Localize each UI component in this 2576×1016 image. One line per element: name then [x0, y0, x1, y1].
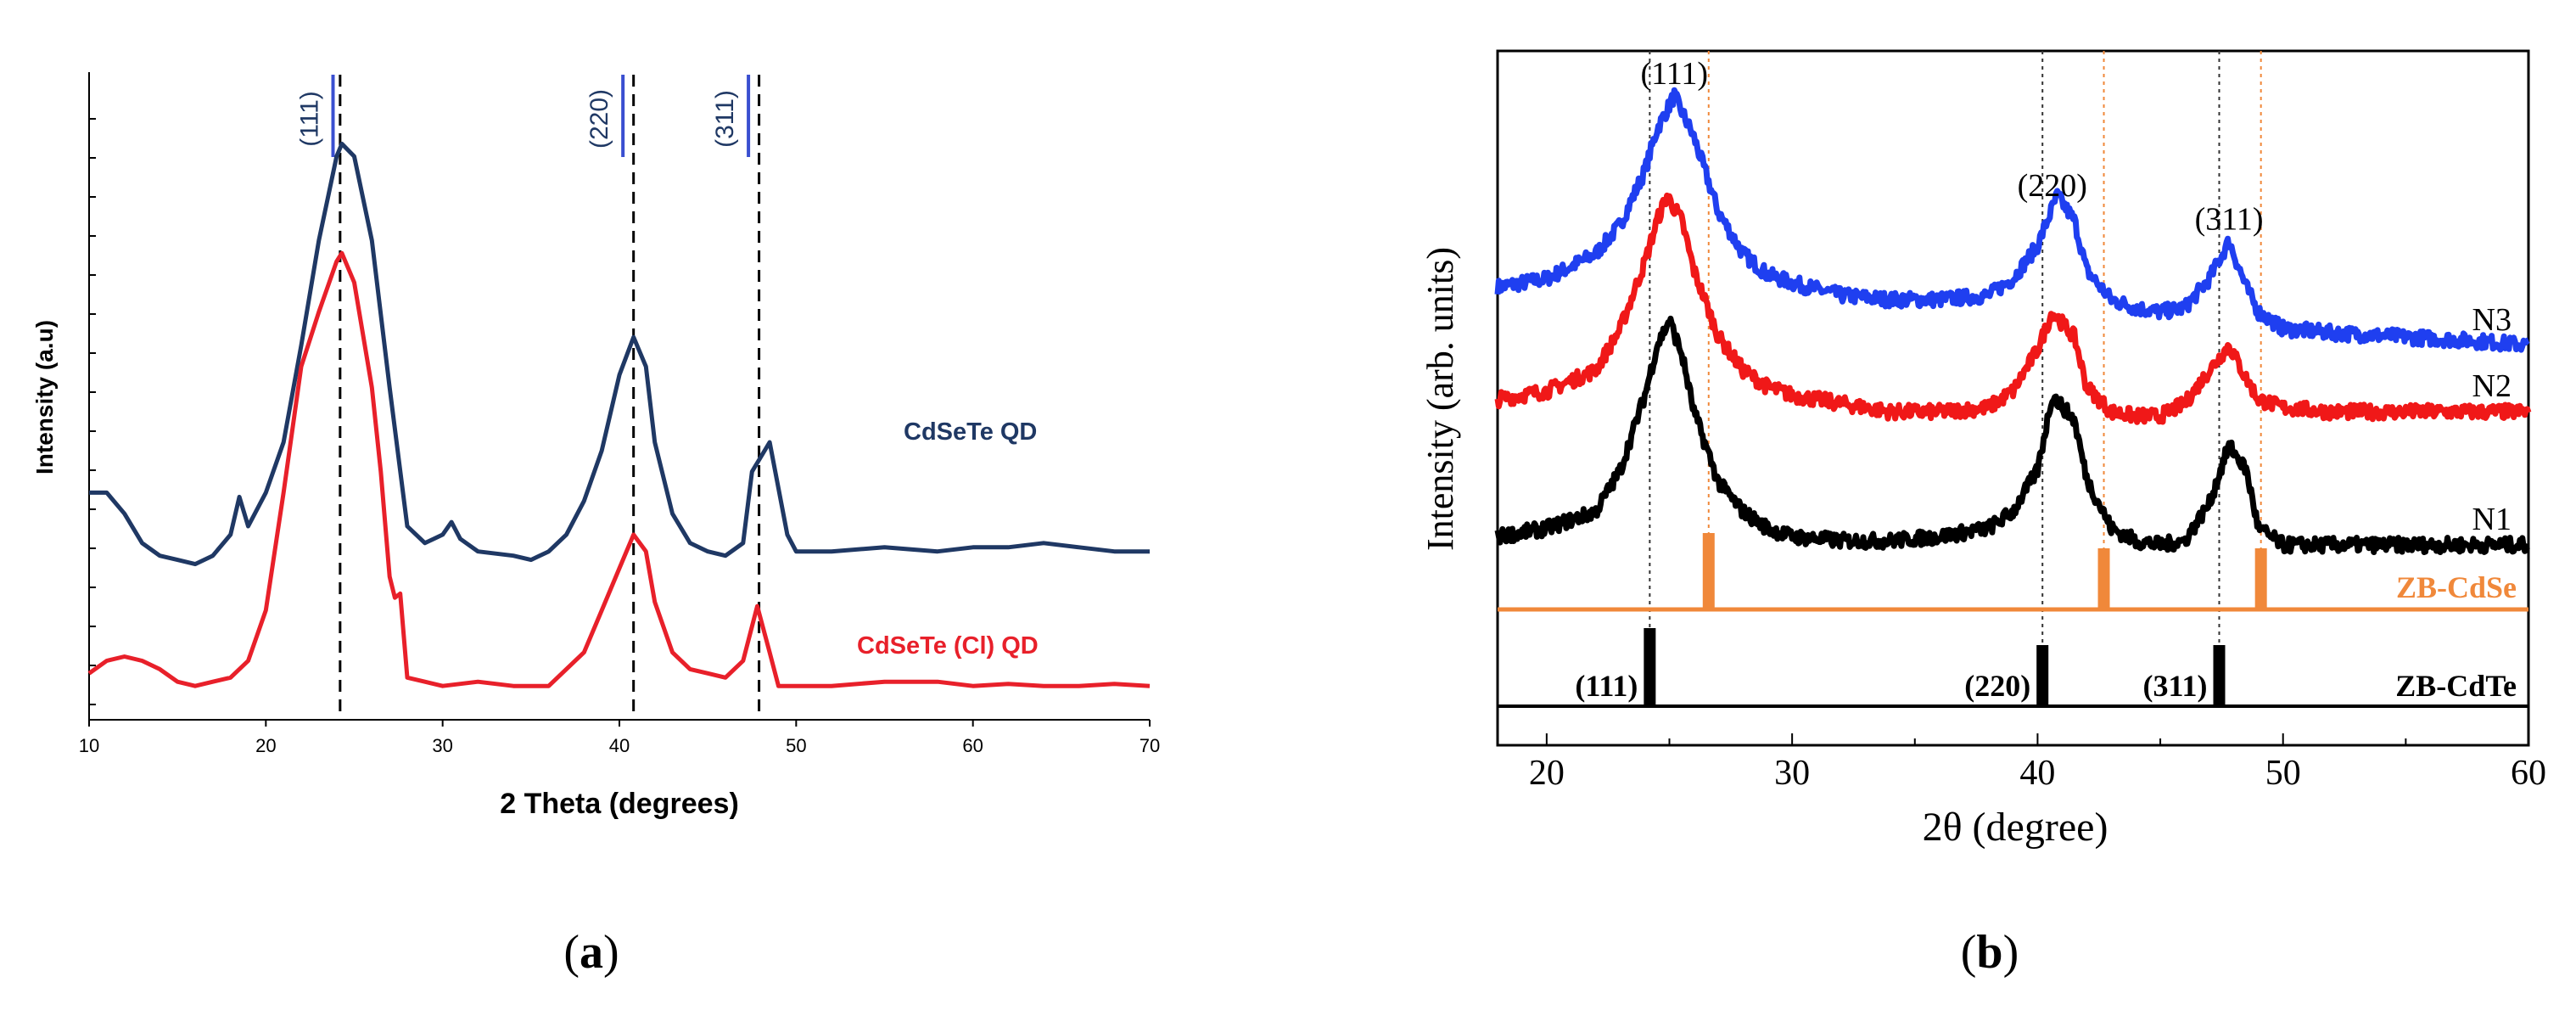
panel-b-zb-cdte-label-111: (111)	[1575, 669, 1638, 703]
panel-a-x-ticks: 10 20 30 40 50 60 70	[79, 720, 1160, 756]
panel-b-zb-cdte-label-311: (311)	[2143, 669, 2208, 703]
panel-a-y-axis-label: Intensity (a.u)	[31, 320, 58, 474]
panel-b-zb-cdte-label: ZB-CdTe	[2395, 669, 2517, 703]
panel-b-zb-cdse-bar-2	[2097, 548, 2110, 609]
panel-b-zb-cdse-bar-1	[1702, 533, 1715, 609]
panel-b-peak-label-311: (311)	[2195, 201, 2264, 237]
panel-b-caption-letter: b	[1976, 926, 2002, 979]
panel-b-zb-cdse-label: ZB-CdSe	[2396, 570, 2517, 604]
panel-b-peak-labels: (111) (220) (311)	[1641, 56, 2264, 237]
panel-b-zb-cdse-bar-3	[2254, 548, 2267, 609]
panel-b-x-tick-label-50: 50	[2265, 754, 2301, 793]
panel-a-reflection-label-220: (220)	[585, 89, 613, 149]
panel-b-zb-cdte-bar-2	[2036, 645, 2049, 706]
panel-b-x-tick-label-30: 30	[1774, 754, 1810, 793]
panel-a-x-tick-label-60: 60	[962, 735, 983, 756]
panel-b-peak-label-111: (111)	[1641, 56, 1709, 92]
panel-a-x-tick-label-70: 70	[1140, 735, 1160, 756]
panel-a-reflection-label-111: (111)	[296, 91, 324, 147]
panel-b-x-tick-label-20: 20	[1529, 754, 1565, 793]
panel-b: 20 30 40 50 60 ZB-CdSe (111) (220) (311) ZB-CdTe…	[1420, 49, 2546, 979]
panel-b-x-axis-label: 2θ (degree)	[1923, 805, 2108, 850]
panel-b-series-trace-n1	[1494, 315, 2531, 555]
panel-a-reflection-markers: (111) (220) (311)	[296, 75, 751, 157]
panel-b-series-labels: N3 N2 N1	[2472, 302, 2512, 537]
panel-b-series-trace-n2	[1494, 192, 2532, 425]
panel-b-series-trace-n3	[1494, 87, 2531, 353]
panel-b-series-label-n3: N3	[2472, 302, 2512, 338]
panel-a-x-tick-label-30: 30	[432, 735, 452, 756]
panel-b-peak-label-220: (220)	[2018, 168, 2087, 204]
panel-a: 10 20 30 40 50 60 70 (111) (220) (311) CdSeTe QD…	[31, 72, 1160, 979]
panel-b-y-axis-label: Intensity (arb. units)	[1420, 247, 1461, 551]
panel-b-series	[1494, 87, 2532, 555]
panel-a-series	[87, 141, 1151, 688]
panel-a-y-ticks	[89, 118, 96, 705]
panel-a-series-line-cdsete-cl-qd	[87, 250, 1151, 688]
panel-b-x-tick-label-40: 40	[2019, 754, 2055, 793]
panel-a-series-line-cdsete-qd	[89, 141, 1150, 567]
panel-a-series-label-cdsete-cl-qd: CdSeTe (Cl) QD	[857, 632, 1039, 660]
panel-b-series-label-n1: N1	[2472, 502, 2512, 537]
panel-b-zb-cdte-label-220: (220)	[1964, 669, 2030, 703]
panel-b-reference-patterns: ZB-CdSe (111) (220) (311) ZB-CdTe	[1498, 533, 2528, 708]
panel-b-caption: (b)	[1961, 926, 2019, 979]
panel-b-reference-lines	[1649, 51, 2262, 645]
panel-b-series-label-n2: N2	[2472, 368, 2512, 404]
panel-a-x-tick-label-50: 50	[786, 735, 806, 756]
panel-a-x-tick-label-40: 40	[609, 735, 630, 756]
panel-b-x-tick-label-60: 60	[2511, 754, 2546, 793]
panel-a-x-axis-label: 2 Theta (degrees)	[500, 788, 739, 820]
panel-a-series-label-cdsete-qd: CdSeTe QD	[904, 418, 1037, 446]
panel-a-reflection-label-311: (311)	[711, 90, 739, 148]
panel-b-zb-cdte-bar-3	[2213, 645, 2226, 706]
panel-a-caption-letter: a	[580, 926, 603, 979]
panel-a-x-tick-label-10: 10	[79, 735, 99, 756]
panel-b-zb-cdte-bar-1	[1644, 628, 1656, 706]
panel-a-caption: (a)	[563, 926, 619, 979]
panel-b-x-ticks: 20 30 40 50 60	[1529, 733, 2546, 793]
panel-a-x-tick-label-20: 20	[255, 735, 276, 756]
